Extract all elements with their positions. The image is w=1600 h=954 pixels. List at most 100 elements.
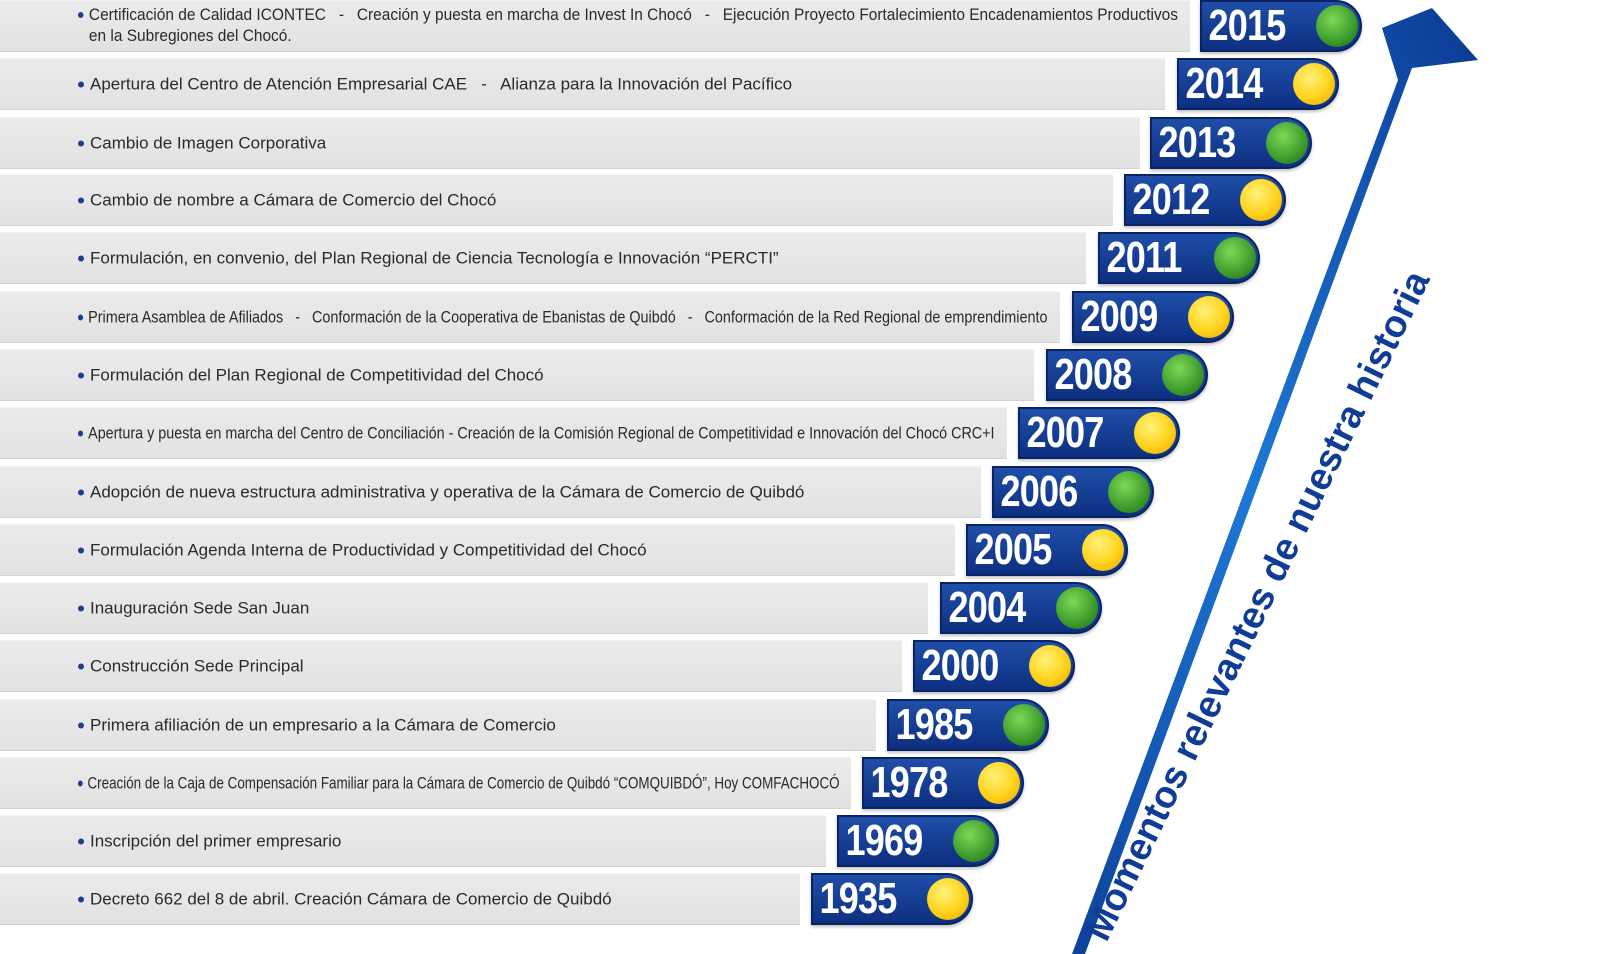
year-badge: 2015: [1200, 0, 1362, 52]
event-text: Certificación de Calidad ICONTEC - Creac…: [88, 4, 1179, 24]
yellow-ball-icon: [1188, 296, 1230, 338]
event-description: Formulación Agenda Interna de Productivi…: [78, 540, 647, 561]
event-text: Apertura del Centro de Atención Empresar…: [90, 74, 793, 94]
year-badge: 1978: [862, 757, 1024, 809]
year-badge: 2008: [1046, 349, 1208, 401]
bullet-icon: [78, 197, 84, 204]
event-description: Apertura y puesta en marcha del Centro d…: [78, 423, 995, 444]
year-badge: 2012: [1124, 174, 1286, 226]
year-label: 1969: [845, 816, 924, 865]
green-ball-icon: [1214, 237, 1256, 279]
event-bar: [0, 407, 1007, 459]
timeline-row: Primera Asamblea de Afiliados - Conforma…: [0, 291, 1242, 343]
timeline-row: Construcción Sede Principal 2000: [0, 640, 1083, 692]
year-label: 2004: [948, 583, 1027, 632]
event-bar: [0, 291, 1060, 343]
event-description: Primera Asamblea de Afiliados - Conforma…: [78, 307, 1047, 328]
green-ball-icon: [1003, 704, 1045, 746]
event-text: Primera afiliación de un empresario a la…: [90, 715, 556, 735]
bullet-icon: [78, 838, 84, 845]
event-text: Cambio de nombre a Cámara de Comercio de…: [90, 190, 497, 210]
event-bar: [0, 873, 800, 925]
timeline-row: Cambio de nombre a Cámara de Comercio de…: [0, 174, 1294, 226]
yellow-ball-icon: [978, 762, 1020, 804]
timeline-row: Cambio de Imagen Corporativa 2013: [0, 117, 1320, 169]
year-label: 2012: [1132, 175, 1211, 224]
year-badge: 2013: [1150, 117, 1312, 169]
bullet-icon: [78, 140, 84, 147]
bullet-icon: [78, 11, 84, 18]
event-bar: [0, 349, 1034, 401]
event-description: Certificación de Calidad ICONTEC - Creac…: [78, 4, 1178, 46]
bullet-icon: [78, 547, 84, 554]
timeline-row: Certificación de Calidad ICONTEC - Creac…: [0, 0, 1370, 52]
year-badge: 1935: [811, 873, 973, 925]
event-bar: [0, 699, 876, 751]
event-description: Creación de la Caja de Compensación Fami…: [78, 773, 840, 794]
bullet-icon: [78, 372, 84, 379]
bullet-icon: [78, 489, 84, 496]
timeline-row: Inscripción del primer empresario 1969: [0, 815, 1007, 867]
year-label: 2005: [974, 525, 1053, 574]
event-text: Formulación, en convenio, del Plan Regio…: [90, 248, 779, 268]
event-description: Decreto 662 del 8 de abril. Creación Cám…: [78, 889, 612, 910]
event-bar: [0, 524, 955, 576]
timeline-row: Formulación, en convenio, del Plan Regio…: [0, 232, 1268, 284]
green-ball-icon: [1056, 587, 1098, 629]
year-badge: 1985: [887, 699, 1049, 751]
event-text: Inauguración Sede San Juan: [90, 598, 310, 618]
year-badge: 2009: [1072, 291, 1234, 343]
green-ball-icon: [1266, 122, 1308, 164]
timeline-row: Adopción de nueva estructura administrat…: [0, 466, 1162, 518]
event-text: Decreto 662 del 8 de abril. Creación Cám…: [90, 889, 612, 909]
event-bar: [0, 58, 1165, 110]
year-badge: 1969: [837, 815, 999, 867]
event-description: Cambio de nombre a Cámara de Comercio de…: [78, 190, 496, 211]
bullet-icon: [78, 81, 84, 88]
yellow-ball-icon: [1240, 179, 1282, 221]
event-description: Apertura del Centro de Atención Empresar…: [78, 74, 792, 95]
year-label: 2007: [1026, 408, 1105, 457]
event-bar: [0, 466, 981, 518]
event-text: en la Subregiones del Chocó.: [88, 25, 292, 45]
green-ball-icon: [1108, 471, 1150, 513]
year-label: 2013: [1158, 118, 1237, 167]
event-text: Apertura y puesta en marcha del Centro d…: [88, 423, 995, 443]
event-text: Primera Asamblea de Afiliados - Conforma…: [88, 307, 1048, 327]
timeline-row: Inauguración Sede San Juan 2004: [0, 582, 1110, 634]
event-bar: [0, 174, 1113, 226]
event-bar: [0, 117, 1140, 169]
bullet-icon: [78, 255, 84, 262]
year-label: 1935: [819, 874, 898, 923]
timeline-row: Formulación Agenda Interna de Productivi…: [0, 524, 1136, 576]
event-bar: [0, 757, 851, 809]
bullet-icon: [78, 314, 84, 321]
year-label: 1978: [870, 758, 949, 807]
green-ball-icon: [1162, 354, 1204, 396]
event-text: Cambio de Imagen Corporativa: [90, 133, 327, 153]
yellow-ball-icon: [1293, 63, 1335, 105]
event-description: Inscripción del primer empresario: [78, 831, 341, 852]
yellow-ball-icon: [1029, 645, 1071, 687]
yellow-ball-icon: [1082, 529, 1124, 571]
year-badge: 2006: [992, 466, 1154, 518]
bullet-icon: [78, 430, 84, 437]
event-text: Inscripción del primer empresario: [90, 831, 342, 851]
year-badge: 2004: [940, 582, 1102, 634]
event-description: Construcción Sede Principal: [78, 656, 304, 677]
event-bar: [0, 640, 902, 692]
event-bar: [0, 232, 1086, 284]
event-bar: [0, 582, 928, 634]
bullet-icon: [78, 780, 83, 787]
event-bar: [0, 815, 826, 867]
yellow-ball-icon: [927, 878, 969, 920]
event-description: Inauguración Sede San Juan: [78, 598, 309, 619]
green-ball-icon: [1316, 5, 1358, 47]
event-text: Creación de la Caja de Compensación Fami…: [87, 773, 840, 793]
bullet-icon: [78, 663, 84, 670]
timeline-row: Primera afiliación de un empresario a la…: [0, 699, 1057, 751]
year-label: 2008: [1054, 350, 1133, 399]
year-label: 2006: [1000, 467, 1079, 516]
year-badge: 2005: [966, 524, 1128, 576]
